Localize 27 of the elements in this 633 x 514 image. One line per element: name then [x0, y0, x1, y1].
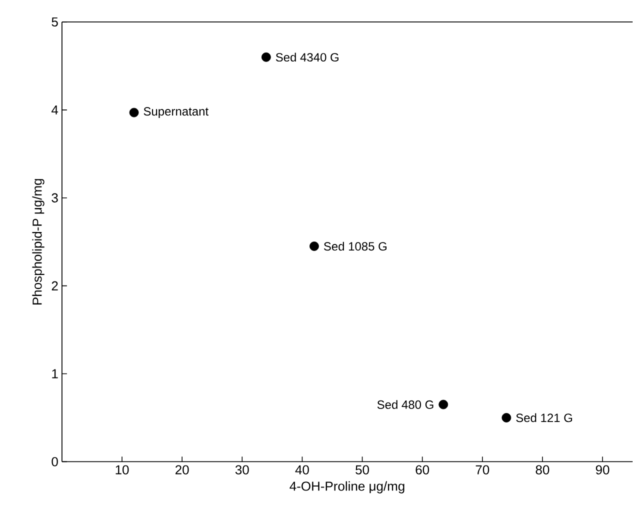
x-tick-label: 80 — [536, 465, 550, 475]
x-tick-label: 90 — [596, 465, 610, 475]
y-tick-label: 0 — [52, 457, 58, 466]
point — [438, 400, 448, 410]
y-tick-label: 1 — [52, 369, 58, 378]
x-axis-title: 4-OH-Proline μg/mg — [290, 481, 404, 494]
y-tick-label: 5 — [52, 18, 58, 27]
y-tick-label: 3 — [52, 193, 58, 203]
annotation: Sed 121 G — [516, 413, 572, 422]
annotation: Sed 4340 G — [276, 52, 338, 62]
x-tick-label: 30 — [235, 465, 249, 475]
annotation: Supernatant — [144, 107, 208, 118]
x-tick-label: 60 — [416, 465, 430, 475]
y-tick-label: 2 — [52, 281, 58, 291]
x-tick-label: 40 — [295, 465, 309, 475]
point — [129, 108, 139, 118]
y-axis-title: Phospholipid-P μg/mg — [32, 179, 44, 305]
x-tick-label: 70 — [476, 465, 490, 475]
point — [261, 52, 271, 62]
annotation: Sed 1085 G — [324, 242, 387, 251]
y-tick-label: 4 — [52, 106, 58, 115]
x-tick-label: 10 — [116, 465, 129, 475]
x-tick-label: 50 — [356, 465, 369, 475]
annotation: Sed 480 G — [377, 400, 434, 410]
x-tick-label: 20 — [176, 465, 189, 475]
point — [310, 242, 319, 252]
point — [502, 413, 512, 423]
